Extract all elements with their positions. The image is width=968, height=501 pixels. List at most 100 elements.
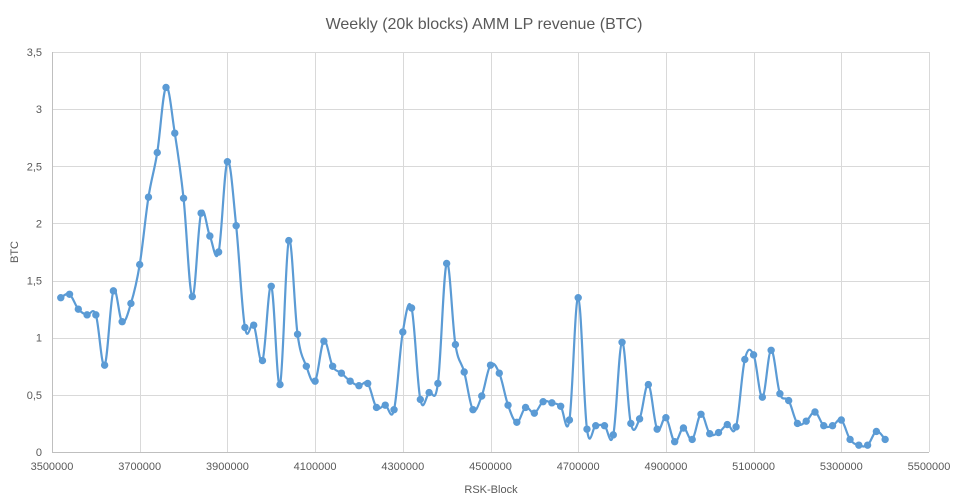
y-tick-label: 0: [36, 447, 42, 459]
data-point: [364, 379, 372, 388]
data-point: [162, 83, 170, 92]
data-point: [539, 398, 547, 406]
data-point: [820, 422, 828, 430]
data-point: [267, 282, 275, 290]
data-point: [109, 287, 118, 295]
series-line: [59, 86, 887, 448]
data-point: [723, 420, 731, 429]
data-point: [223, 158, 232, 166]
data-point: [846, 435, 854, 444]
y-tick-label: 1: [36, 333, 42, 345]
data-point: [399, 328, 407, 336]
data-point: [232, 222, 240, 230]
data-point: [460, 368, 468, 376]
y-tick-label: 2: [36, 218, 42, 230]
data-point: [188, 292, 197, 301]
data-point: [328, 362, 337, 370]
data-point: [57, 294, 65, 302]
data-point: [793, 419, 802, 428]
data-point: [337, 369, 346, 377]
data-point: [285, 236, 293, 245]
data-point: [241, 323, 249, 332]
y-tick-label: 3,5: [27, 47, 42, 59]
data-point: [311, 377, 319, 385]
data-point: [258, 356, 267, 365]
data-point: [74, 305, 83, 313]
data-point: [136, 260, 144, 269]
data-point: [697, 410, 705, 418]
data-point: [872, 427, 881, 436]
x-tick-label: 3700000: [118, 461, 161, 473]
data-point: [548, 399, 556, 407]
x-tick-label: 5500000: [908, 461, 951, 473]
data-point: [372, 403, 381, 412]
data-point: [407, 304, 416, 312]
data-point: [293, 330, 302, 338]
data-point: [863, 441, 872, 449]
data-point: [741, 355, 749, 364]
data-point: [381, 401, 389, 409]
data-point: [451, 340, 460, 349]
data-point: [732, 423, 740, 431]
data-point: [618, 338, 626, 346]
y-tick-label: 1,5: [27, 276, 42, 288]
y-axis-title: BTC: [9, 241, 21, 263]
y-tick-label: 2,5: [27, 161, 42, 173]
data-point: [688, 435, 696, 444]
data-point: [320, 337, 328, 345]
data-point: [495, 369, 503, 377]
data-point: [776, 390, 784, 398]
data-point: [355, 382, 363, 390]
y-tick-label: 0,5: [27, 390, 42, 402]
data-point: [662, 414, 670, 422]
data-point: [206, 232, 214, 240]
data-point: [644, 380, 653, 389]
data-point: [828, 422, 837, 430]
data-point: [478, 392, 486, 400]
data-point: [346, 377, 354, 385]
x-axis-title: RSK-Block: [464, 484, 518, 496]
data-point: [153, 148, 161, 157]
data-point: [179, 194, 188, 202]
x-tick-label: 5100000: [732, 461, 775, 473]
data-point: [302, 362, 311, 370]
data-point: [442, 259, 451, 268]
data-point: [679, 424, 688, 432]
data-point: [214, 248, 223, 256]
data-point: [556, 402, 565, 410]
data-point: [749, 351, 758, 359]
data-point: [583, 425, 591, 433]
data-point: [83, 311, 91, 319]
x-tick-label: 4900000: [644, 461, 687, 473]
data-point: [118, 318, 126, 326]
data-point: [837, 416, 845, 424]
data-point: [600, 422, 609, 430]
data-point: [434, 379, 442, 388]
data-point: [609, 431, 617, 439]
data-point: [811, 408, 819, 416]
data-point: [784, 396, 793, 405]
x-tick-label: 4700000: [557, 461, 600, 473]
data-point: [574, 294, 582, 302]
data-point: [425, 388, 433, 397]
data-point: [504, 401, 512, 409]
data-point: [197, 209, 205, 217]
y-tick-label: 3: [36, 104, 42, 116]
data-point: [513, 418, 521, 426]
series-group: [57, 83, 889, 449]
x-tick-label: 4300000: [381, 461, 424, 473]
x-tick-label: 4100000: [294, 461, 337, 473]
data-point: [390, 406, 398, 414]
data-point: [758, 393, 767, 401]
data-point: [65, 290, 74, 298]
x-tick-label: 4500000: [469, 461, 512, 473]
data-point: [100, 361, 109, 369]
data-point: [250, 321, 258, 329]
data-point: [92, 311, 100, 319]
data-point: [565, 416, 574, 424]
data-point: [714, 428, 723, 437]
data-point: [627, 419, 635, 428]
data-point: [635, 415, 644, 423]
data-point: [855, 441, 863, 449]
